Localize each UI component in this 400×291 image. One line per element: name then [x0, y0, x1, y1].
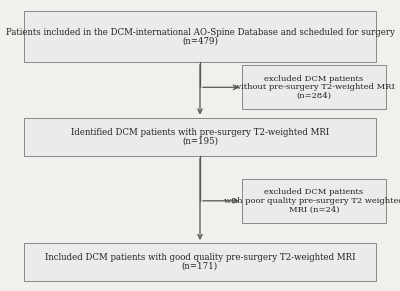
- Text: Identified DCM patients with pre-surgery T2-weighted MRI: Identified DCM patients with pre-surgery…: [71, 128, 329, 137]
- Text: (n=479): (n=479): [182, 36, 218, 45]
- FancyBboxPatch shape: [24, 118, 376, 156]
- Text: Included DCM patients with good quality pre-surgery T2-weighted MRI: Included DCM patients with good quality …: [45, 253, 355, 262]
- FancyBboxPatch shape: [242, 65, 386, 109]
- Text: (n=171): (n=171): [182, 262, 218, 271]
- FancyBboxPatch shape: [242, 179, 386, 223]
- FancyBboxPatch shape: [24, 243, 376, 281]
- Text: without pre-surgery T2-weighted MRI: without pre-surgery T2-weighted MRI: [234, 83, 394, 91]
- Text: MRI (n=24): MRI (n=24): [289, 205, 339, 214]
- Text: Patients included in the DCM-international AO-Spine Database and scheduled for s: Patients included in the DCM-internation…: [6, 28, 394, 36]
- Text: excluded DCM patients: excluded DCM patients: [264, 74, 364, 83]
- Text: excluded DCM patients: excluded DCM patients: [264, 188, 364, 196]
- FancyBboxPatch shape: [24, 11, 376, 62]
- Text: (n=195): (n=195): [182, 137, 218, 146]
- Text: (n=284): (n=284): [296, 92, 332, 100]
- Text: with poor quality pre-surgery T2 weighted: with poor quality pre-surgery T2 weighte…: [224, 197, 400, 205]
